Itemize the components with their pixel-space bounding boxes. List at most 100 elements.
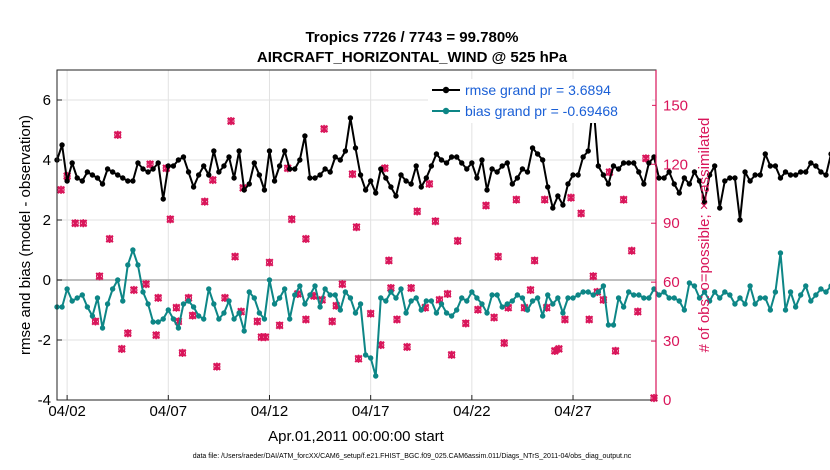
bias-point (484, 310, 490, 316)
obs-assimilated-marker (403, 342, 412, 352)
bias-point (185, 298, 192, 304)
bias-point (762, 295, 768, 301)
bias-point (610, 322, 617, 328)
obs-assimilated-marker (447, 350, 456, 359)
bias-point (580, 289, 586, 295)
rmse-point (545, 184, 551, 190)
rmse-point (115, 172, 121, 178)
obs-assimilated-marker (550, 346, 559, 355)
rmse-point (727, 175, 733, 181)
bias-point (99, 325, 106, 331)
bias-point (504, 301, 510, 307)
obs-assimilated-marker (526, 285, 535, 295)
bias-point (231, 316, 237, 322)
rmse-point (797, 169, 804, 175)
rmse-point (792, 172, 799, 178)
rmse-point (327, 169, 333, 175)
bias-point (190, 304, 197, 310)
rmse-point (646, 160, 652, 166)
rmse-point (631, 160, 637, 166)
bias-point (408, 298, 414, 304)
obs-assimilated-marker (500, 338, 509, 348)
rmse-point (211, 148, 217, 154)
bias-point (494, 292, 500, 298)
rmse-point (686, 181, 693, 187)
rmse-point (89, 172, 96, 178)
bias-point (813, 292, 819, 298)
rmse-point (413, 163, 419, 169)
bias-point (216, 316, 222, 322)
bias-point (170, 316, 177, 322)
rmse-point (711, 163, 718, 169)
bias-point (413, 295, 419, 301)
rmse-point (666, 169, 672, 175)
bias-point (276, 295, 283, 301)
rmse-point (408, 181, 414, 187)
x-tick-label: 04/27 (554, 403, 592, 420)
obs-assimilated-marker (540, 195, 549, 204)
legend-bias-label: bias grand pr = -0.69468 (465, 103, 618, 119)
rmse-point (808, 160, 814, 166)
obs-assimilated-marker (566, 193, 576, 202)
rmse-point (605, 181, 612, 187)
bias-point (195, 313, 202, 319)
rmse-point (104, 166, 111, 172)
rmse-point (524, 169, 531, 175)
obs-assimilated-marker (212, 362, 221, 371)
x-tick-label: 04/02 (48, 403, 86, 420)
bias-point (135, 262, 141, 268)
rmse-point (580, 154, 586, 160)
rmse-point (595, 163, 602, 169)
bias-point (433, 310, 440, 316)
rmse-point (302, 133, 308, 139)
bias-point (453, 307, 460, 313)
rmse-point (787, 172, 794, 178)
bias-point (722, 289, 728, 295)
obs-assimilated-marker (494, 252, 503, 261)
bias-point (727, 292, 733, 298)
bias-point (666, 295, 672, 301)
bias-point (691, 283, 698, 289)
obs-assimilated-marker (585, 315, 594, 324)
data-file-footer: data file: /Users/raeder/DAI/ATM_forcXX/… (193, 453, 632, 460)
obs-assimilated-marker (425, 179, 434, 189)
rmse-point (99, 181, 106, 187)
bias-point (534, 295, 541, 301)
bias-point (342, 289, 349, 295)
rmse-point (312, 175, 318, 181)
bias-point (636, 292, 642, 298)
x-tick-label: 04/12 (251, 403, 289, 420)
obs-assimilated-marker (227, 116, 236, 126)
obs-assimilated-marker (407, 283, 416, 293)
bias-point (130, 247, 136, 253)
rmse-point (403, 178, 409, 184)
bias-point (79, 292, 85, 298)
rmse-point (818, 169, 824, 175)
bias-point (615, 295, 622, 301)
rmse-point (757, 172, 763, 178)
bias-point (590, 292, 596, 298)
bias-point (600, 283, 607, 289)
rmse-point (251, 160, 258, 166)
rmse-point (266, 148, 273, 154)
obs-assimilated-marker (453, 236, 462, 245)
legend-rmse-marker (442, 86, 450, 94)
obs-assimilated-marker (577, 209, 586, 218)
bias-point (545, 292, 551, 298)
bias-point (94, 295, 101, 301)
bias-point (109, 286, 116, 292)
rmse-point (160, 196, 166, 202)
rmse-point (514, 175, 521, 181)
x-tick-label: 04/07 (150, 403, 188, 420)
rmse-point (383, 175, 389, 181)
bias-point (236, 310, 242, 316)
bias-point (818, 286, 824, 292)
rmse-point (641, 181, 647, 187)
bias-point (322, 286, 328, 292)
rmse-point (261, 187, 268, 193)
bias-point (337, 307, 344, 313)
bias-point (706, 298, 713, 304)
obs-assimilated-marker (129, 285, 138, 295)
obs-assimilated-marker (560, 315, 569, 324)
rmse-point (94, 175, 101, 181)
